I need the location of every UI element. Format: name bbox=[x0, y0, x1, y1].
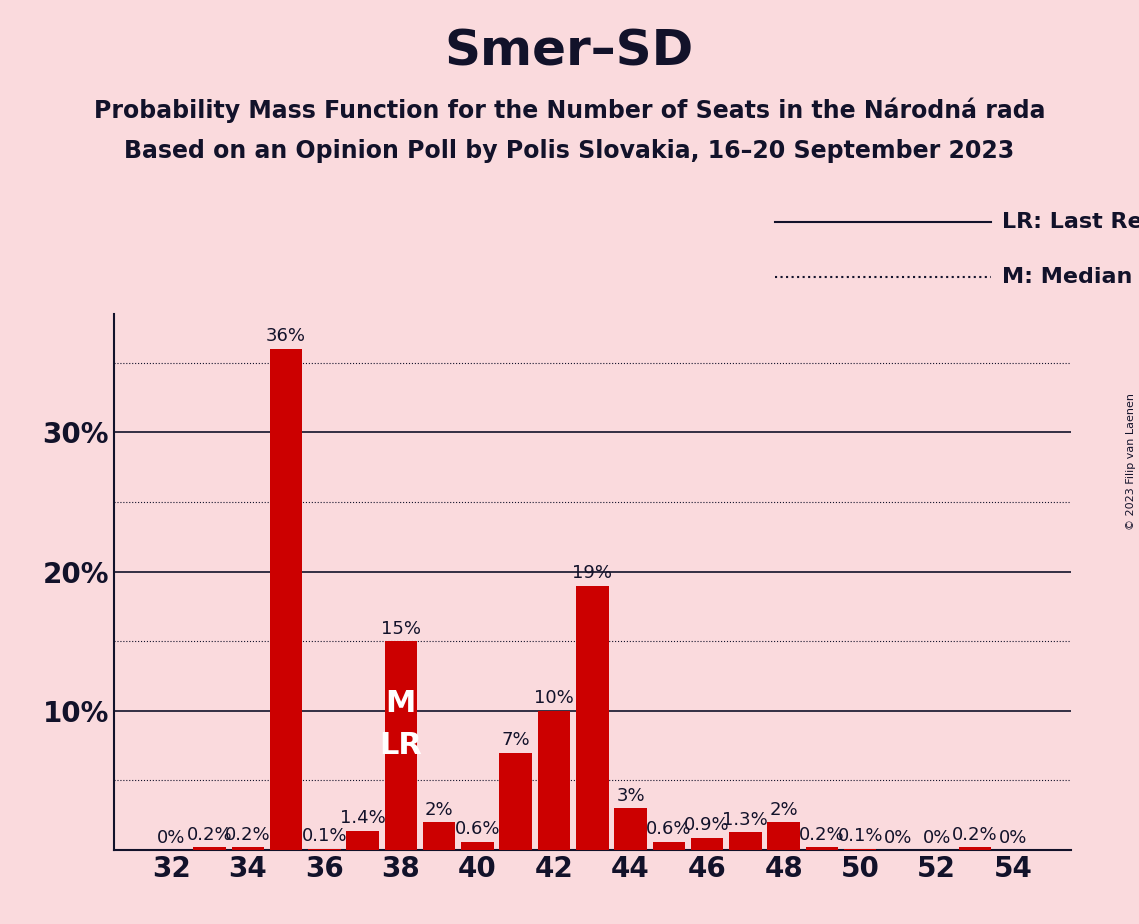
Text: 0.2%: 0.2% bbox=[226, 826, 271, 844]
Text: 19%: 19% bbox=[572, 565, 613, 582]
Bar bbox=[805, 847, 838, 850]
Text: Smer–SD: Smer–SD bbox=[445, 28, 694, 76]
Text: 1.3%: 1.3% bbox=[722, 810, 768, 829]
Text: 0%: 0% bbox=[923, 829, 951, 846]
Text: 2%: 2% bbox=[769, 801, 798, 819]
Text: 0%: 0% bbox=[884, 829, 912, 846]
Text: LR: LR bbox=[379, 731, 423, 760]
Text: 0%: 0% bbox=[157, 829, 186, 846]
Bar bbox=[844, 848, 876, 850]
Text: 0%: 0% bbox=[999, 829, 1027, 846]
Bar bbox=[691, 837, 723, 850]
Bar bbox=[576, 586, 608, 850]
Text: 0.6%: 0.6% bbox=[454, 821, 500, 838]
Bar bbox=[500, 753, 532, 850]
Text: 0.1%: 0.1% bbox=[302, 827, 347, 845]
Text: 0.2%: 0.2% bbox=[952, 826, 998, 844]
Bar bbox=[461, 842, 493, 850]
Text: Based on an Opinion Poll by Polis Slovakia, 16–20 September 2023: Based on an Opinion Poll by Polis Slovak… bbox=[124, 139, 1015, 163]
Bar bbox=[231, 847, 264, 850]
Text: LR: Last Result: LR: Last Result bbox=[1002, 212, 1139, 232]
Text: M: Median: M: Median bbox=[1002, 267, 1132, 287]
Bar bbox=[768, 822, 800, 850]
Text: © 2023 Filip van Laenen: © 2023 Filip van Laenen bbox=[1126, 394, 1136, 530]
Text: 36%: 36% bbox=[267, 327, 306, 346]
Text: 10%: 10% bbox=[534, 689, 574, 708]
Bar bbox=[423, 822, 456, 850]
Bar bbox=[194, 847, 226, 850]
Text: M: M bbox=[386, 688, 416, 718]
Text: 7%: 7% bbox=[501, 731, 530, 749]
Text: 2%: 2% bbox=[425, 801, 453, 819]
Bar bbox=[309, 848, 341, 850]
Bar bbox=[346, 831, 379, 850]
Text: 15%: 15% bbox=[380, 620, 421, 638]
Text: Probability Mass Function for the Number of Seats in the Národná rada: Probability Mass Function for the Number… bbox=[93, 97, 1046, 123]
Bar bbox=[959, 847, 991, 850]
Bar bbox=[614, 808, 647, 850]
Text: 1.4%: 1.4% bbox=[339, 809, 385, 827]
Text: 3%: 3% bbox=[616, 787, 645, 805]
Bar bbox=[653, 842, 685, 850]
Text: 0.1%: 0.1% bbox=[837, 827, 883, 845]
Text: 0.9%: 0.9% bbox=[685, 816, 730, 834]
Bar bbox=[729, 832, 762, 850]
Text: 0.2%: 0.2% bbox=[187, 826, 232, 844]
Text: 0.6%: 0.6% bbox=[646, 821, 691, 838]
Bar bbox=[270, 349, 302, 850]
Bar bbox=[538, 711, 571, 850]
Bar bbox=[385, 641, 417, 850]
Text: 0.2%: 0.2% bbox=[800, 826, 845, 844]
